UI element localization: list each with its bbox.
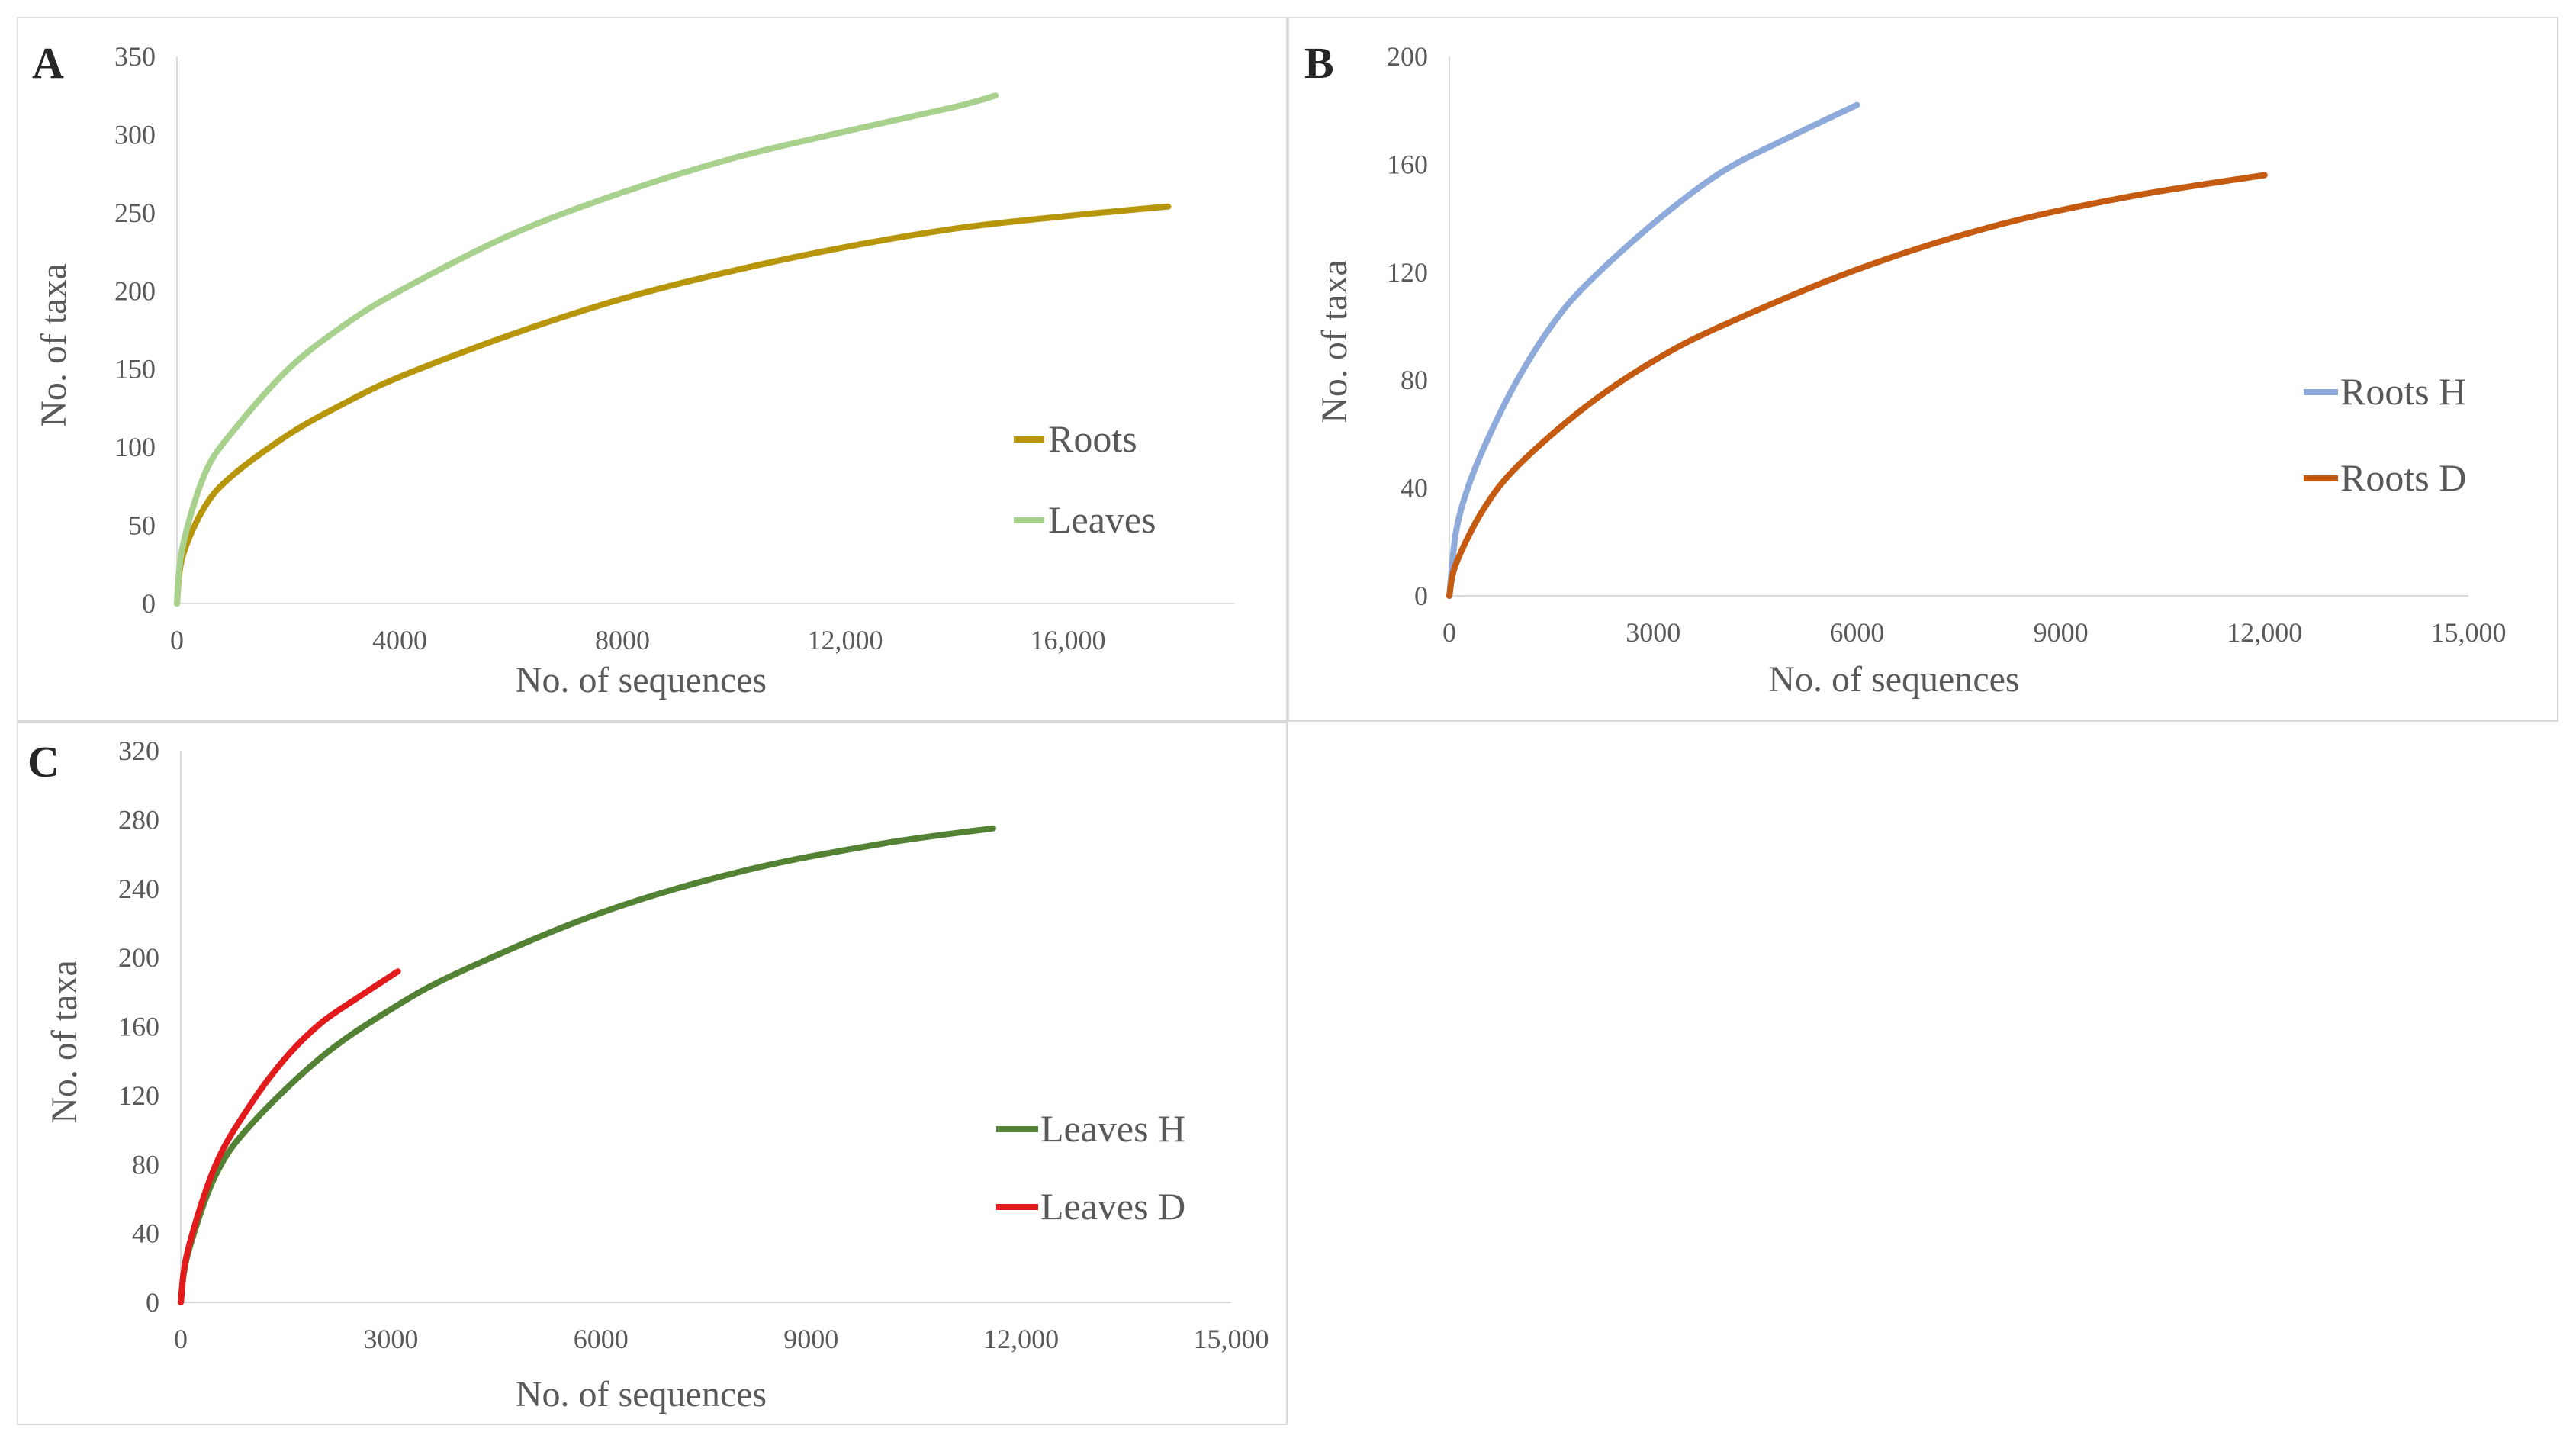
chart-b-series-line-roots-d	[1446, 172, 2268, 599]
chart-c-legend-label: Leaves D	[1040, 1185, 1185, 1228]
chart-b-x-tick-label: 9000	[2034, 617, 2089, 648]
chart-a-x-axis-title: No. of sequences	[516, 660, 767, 700]
chart-a-y-tick-label: 350	[114, 41, 156, 72]
chart-a-legend-label: Roots	[1048, 417, 1137, 460]
chart-c-x-tick-label: 12,000	[983, 1324, 1059, 1354]
chart-a-svg: 0 50 100 150 200 250 300 350 0 4000 8000 12,000 16,0…	[32, 38, 1235, 700]
chart-b-y-tick-label: 120	[1387, 257, 1428, 288]
chart-b-x-tick-label: 3000	[1626, 617, 1680, 648]
chart-c-y-tick-label: 80	[132, 1149, 159, 1180]
chart-a-y-tick-label: 0	[142, 588, 156, 619]
chart-a-panel-letter: A	[32, 38, 64, 88]
chart-c-y-tick-label: 320	[118, 735, 159, 766]
chart-c-y-tick-label: 0	[146, 1287, 159, 1318]
chart-c-x-tick-label: 9000	[783, 1324, 838, 1354]
chart-a-x-tick-label: 0	[170, 625, 184, 655]
chart-c-x-tick-label: 6000	[574, 1324, 629, 1354]
chart-c-y-axis-title: No. of taxa	[44, 960, 85, 1124]
chart-b-y-tick-label: 160	[1387, 149, 1428, 179]
chart-b-y-tick-label: 80	[1401, 365, 1428, 395]
chart-b-legend-label: Roots H	[2340, 370, 2466, 413]
chart-a-y-tick-label: 200	[114, 275, 156, 306]
chart-c-y-tick-label: 160	[118, 1012, 159, 1042]
chart-a-y-axis-title: No. of taxa	[34, 263, 74, 427]
chart-c-x-tick-label: 15,000	[1194, 1324, 1269, 1354]
chart-c-y-tick-label: 280	[118, 804, 159, 835]
chart-b-y-tick-label: 0	[1414, 581, 1428, 611]
chart-a-series-line-roots	[174, 203, 1172, 607]
chart-a-y-tick-label: 100	[114, 432, 156, 462]
chart-panel-a: 0 50 100 150 200 250 300 350 0 4000 8000 12,000 16,0…	[17, 17, 1288, 722]
chart-a-x-tick-label: 12,000	[808, 625, 883, 655]
chart-c-x-tick-label: 3000	[363, 1324, 418, 1354]
chart-a-y-tick-label: 150	[114, 354, 156, 385]
chart-a-y-tick-label: 50	[128, 510, 156, 541]
chart-c-y-tick-label: 200	[118, 942, 159, 973]
chart-b-y-tick-label: 200	[1387, 41, 1428, 72]
chart-panel-c: 0 40 80 120 160 200 240 280 320 0 3000 6000 9000 12,0…	[17, 722, 1288, 1425]
chart-a-x-tick-label: 4000	[372, 625, 427, 655]
chart-c-panel-letter: C	[27, 737, 59, 787]
chart-b-x-axis-title: No. of sequences	[1768, 659, 2019, 700]
chart-b-y-axis-title: No. of taxa	[1314, 259, 1355, 423]
chart-c-svg: 0 40 80 120 160 200 240 280 320 0 3000 6000 9000 12,0…	[27, 735, 1269, 1415]
chart-a-series-line-leaves	[174, 92, 999, 607]
chart-c-y-tick-label: 240	[118, 874, 159, 904]
chart-b-y-tick-label: 40	[1401, 473, 1428, 504]
chart-c-x-tick-label: 0	[174, 1324, 188, 1354]
chart-c-y-tick-label: 120	[118, 1080, 159, 1111]
chart-b-x-tick-label: 6000	[1829, 617, 1884, 648]
chart-a-legend-label: Leaves	[1048, 498, 1156, 541]
chart-a-x-tick-label: 16,000	[1031, 625, 1106, 655]
chart-a-y-tick-label: 250	[114, 198, 156, 228]
chart-b-legend-label: Roots D	[2340, 456, 2466, 499]
chart-a-y-tick-label: 300	[114, 119, 156, 150]
chart-b-x-tick-label: 12,000	[2227, 617, 2302, 648]
chart-c-x-axis-title: No. of sequences	[516, 1374, 767, 1415]
chart-b-panel-letter: B	[1304, 38, 1334, 88]
chart-a-x-tick-label: 8000	[595, 625, 650, 655]
chart-panel-b: 0 40 80 120 160 200 0 3000 6000 9000 12,000 15,000 N…	[1288, 17, 2558, 722]
chart-c-series-line-leaves-d	[178, 968, 401, 1305]
chart-b-x-tick-label: 15,000	[2431, 617, 2507, 648]
chart-c-y-tick-label: 40	[132, 1218, 159, 1249]
chart-b-x-tick-label: 0	[1442, 617, 1456, 648]
chart-c-legend-label: Leaves H	[1040, 1107, 1185, 1150]
chart-b-svg: 0 40 80 120 160 200 0 3000 6000 9000 12,000 15,000 N…	[1304, 38, 2507, 700]
chart-b-series-line-roots-h	[1446, 101, 1860, 599]
chart-c-series-line-leaves-h	[178, 825, 996, 1305]
